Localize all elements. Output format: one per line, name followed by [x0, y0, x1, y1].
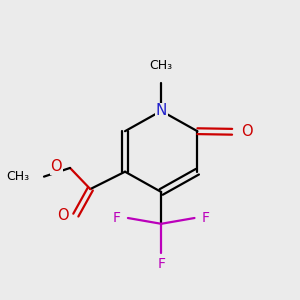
- Text: CH₃: CH₃: [150, 59, 173, 72]
- Text: O: O: [57, 208, 69, 223]
- Text: F: F: [113, 211, 121, 225]
- Text: F: F: [202, 211, 210, 225]
- Text: O: O: [50, 159, 62, 174]
- Text: O: O: [242, 124, 253, 139]
- Text: N: N: [155, 103, 167, 118]
- Text: CH₃: CH₃: [6, 170, 29, 183]
- Text: F: F: [157, 257, 165, 271]
